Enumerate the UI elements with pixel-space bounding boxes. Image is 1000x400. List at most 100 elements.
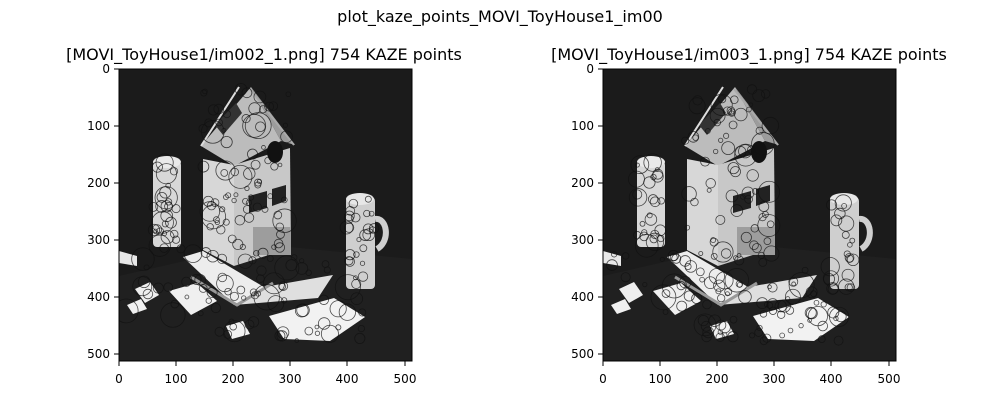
right-keypoints-circle bbox=[642, 281, 648, 288]
left-y-axis: 0 100 200 300 400 500 bbox=[87, 62, 119, 361]
left-keypoints-circle bbox=[215, 118, 223, 127]
right-keypoints-circle bbox=[632, 189, 643, 200]
left-keypoints-circle bbox=[344, 256, 354, 266]
left-keypoints-circle bbox=[204, 118, 214, 128]
right-keypoints-circle bbox=[843, 250, 851, 258]
left-keypoints-circle bbox=[335, 324, 342, 331]
right-keypoints-circle bbox=[621, 252, 630, 260]
right-keypoints-circle bbox=[791, 281, 796, 287]
right-keypoints-circle bbox=[691, 292, 703, 304]
right-keypoints-circle bbox=[620, 272, 631, 283]
right-keypoints-circle bbox=[705, 128, 711, 134]
left-keypoints-circle bbox=[222, 218, 230, 226]
right-keypoints-circle bbox=[833, 335, 844, 346]
left-keypoints-circle bbox=[207, 104, 220, 116]
right-keypoints-circle bbox=[757, 214, 781, 237]
right-keypoints-circle bbox=[713, 148, 719, 155]
right-keypoints-circle bbox=[606, 259, 618, 271]
right-keypoints-circle bbox=[734, 107, 748, 122]
left-keypoints-circle bbox=[244, 319, 255, 330]
left-keypoints-circle bbox=[224, 287, 232, 296]
left-keypoints-circle bbox=[132, 276, 153, 297]
left-keypoints-circle bbox=[202, 195, 214, 207]
left-keypoints-circle bbox=[220, 136, 233, 149]
left-keypoints-circle bbox=[268, 101, 279, 111]
left-keypoints-circle bbox=[151, 224, 163, 235]
right-keypoints-circle bbox=[639, 220, 646, 227]
left-keypoints-circle bbox=[253, 250, 260, 257]
right-y-tick-label-1: 100 bbox=[571, 119, 594, 133]
right-keypoints-circle bbox=[657, 197, 665, 205]
right-keypoints-circle bbox=[755, 126, 764, 135]
right-keypoints-circle bbox=[706, 187, 712, 193]
right-keypoints-circle bbox=[718, 137, 724, 143]
right-keypoints-circle bbox=[751, 132, 775, 156]
left-keypoints-circle bbox=[357, 324, 365, 333]
left-keypoints-circle bbox=[221, 127, 227, 133]
left-keypoints-circle bbox=[197, 160, 210, 173]
right-keypoints-circle bbox=[708, 314, 721, 327]
left-keypoints-circle bbox=[271, 244, 277, 250]
right-keypoints-circle bbox=[834, 194, 852, 212]
right-keypoints-circle bbox=[820, 257, 840, 277]
left-keypoints-circle bbox=[148, 234, 171, 257]
left-keypoints-circle bbox=[254, 178, 263, 187]
left-keypoints-circle bbox=[214, 326, 225, 337]
left-keypoints-circle bbox=[364, 195, 372, 203]
left-keypoints-circle bbox=[280, 130, 293, 144]
left-keypoints-circle bbox=[334, 274, 361, 301]
right-keypoints-circle bbox=[751, 243, 762, 253]
left-keypoints-circle bbox=[280, 196, 288, 204]
right-keypoints-circle bbox=[746, 169, 759, 182]
right-keypoints-circle bbox=[713, 279, 726, 292]
left-keypoints-circle bbox=[216, 253, 228, 264]
left-keypoints-circle bbox=[239, 243, 246, 250]
left-y-tick-label-0: 0 bbox=[102, 62, 110, 76]
left-subplot-title: [MOVI_ToyHouse1/im002_1.png] 754 KAZE po… bbox=[66, 45, 462, 65]
right-keypoints-circle bbox=[846, 283, 856, 292]
left-keypoints-circle bbox=[171, 204, 181, 214]
left-keypoints-circle bbox=[119, 298, 139, 324]
right-keypoints-circle bbox=[736, 282, 743, 288]
right-keypoints-circle bbox=[741, 186, 755, 200]
left-keypoints-circle bbox=[253, 90, 267, 104]
right-keypoints-circle bbox=[695, 267, 705, 277]
right-keypoints-circle bbox=[758, 201, 770, 212]
left-keypoints-circle bbox=[216, 225, 226, 235]
left-y-tick-label-2: 200 bbox=[87, 176, 110, 190]
left-keypoints-circle bbox=[248, 102, 261, 115]
right-y-tick-label-5: 500 bbox=[571, 347, 594, 361]
right-keypoints-circle bbox=[766, 301, 774, 309]
left-x-tick-label-5: 500 bbox=[394, 372, 417, 386]
left-keypoints-circle bbox=[148, 202, 159, 212]
left-keypoints-circle bbox=[241, 87, 253, 99]
right-keypoints-circle bbox=[705, 178, 716, 189]
right-keypoints-circle bbox=[708, 268, 726, 285]
right-keypoints-circle bbox=[687, 131, 700, 143]
left-keypoints-circle bbox=[348, 198, 359, 209]
left-keypoints-circle bbox=[210, 302, 221, 314]
figure-suptitle: plot_kaze_points_MOVI_ToyHouse1_im00 bbox=[337, 7, 663, 27]
right-keypoints-circle bbox=[767, 284, 772, 290]
right-keypoints-circle bbox=[805, 307, 818, 320]
right-keypoints-circle bbox=[798, 323, 804, 329]
right-keypoints-circle bbox=[730, 204, 744, 217]
right-keypoints-circle bbox=[692, 95, 703, 106]
left-keypoints-circle bbox=[274, 242, 285, 253]
left-keypoints-circle bbox=[277, 162, 283, 168]
right-subplot: [MOVI_ToyHouse1/im003_1.png] 754 KAZE po… bbox=[551, 45, 947, 386]
right-keypoints-circle bbox=[688, 97, 706, 115]
left-keypoints-circle bbox=[206, 249, 219, 263]
right-keypoints-circle bbox=[788, 276, 799, 287]
right-keypoints-circle bbox=[740, 231, 752, 243]
left-keypoints-circle bbox=[314, 330, 321, 336]
right-keypoints-circle bbox=[699, 276, 705, 283]
right-keypoints-circle bbox=[746, 84, 758, 95]
right-keypoints-circle bbox=[634, 162, 640, 168]
right-keypoints-circle bbox=[759, 336, 769, 346]
left-keypoints-circle bbox=[228, 318, 235, 325]
right-keypoints-circle bbox=[671, 253, 682, 264]
right-keypoints-circle bbox=[813, 299, 820, 306]
right-keypoints-circle bbox=[676, 300, 688, 312]
left-keypoints-circle bbox=[213, 103, 225, 115]
